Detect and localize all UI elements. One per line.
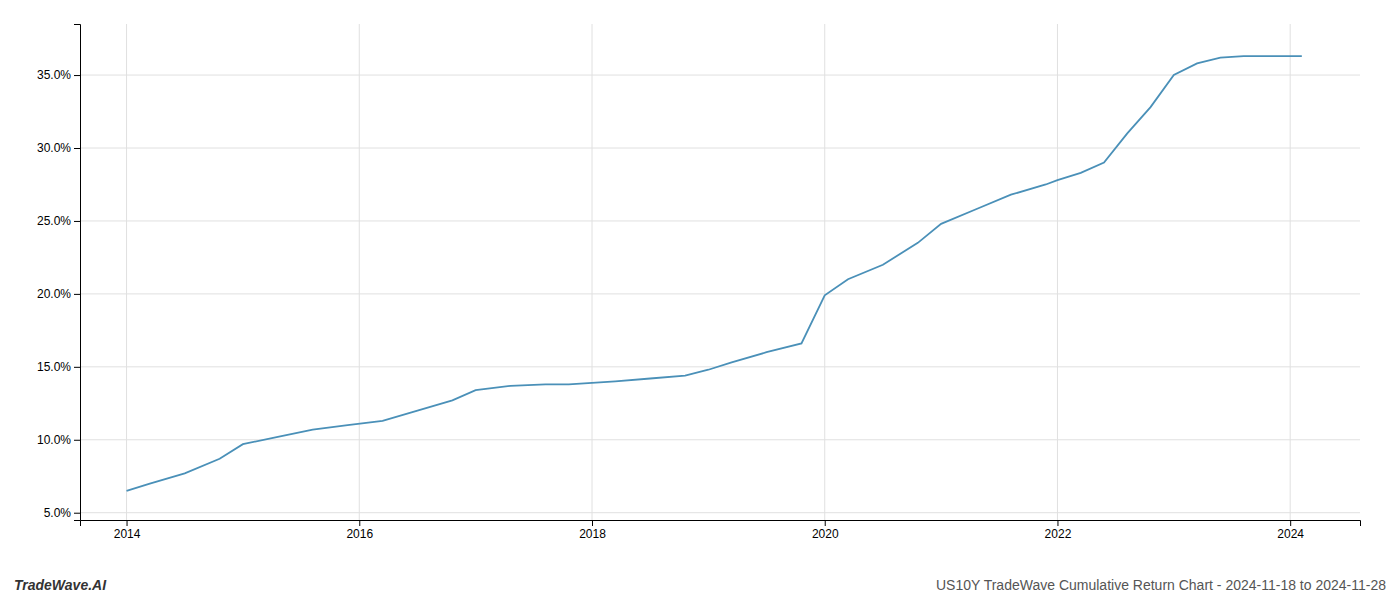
plot: 2014 2016 2018 2020 2022 2024 5.0% 10.0% 15.0% 20… <box>37 24 1361 541</box>
x-axis-tick: 2020 <box>812 520 839 541</box>
x-axis-line <box>81 521 1361 527</box>
x-axis-tick: 2014 <box>114 520 141 541</box>
x-axis-tick-mark <box>1290 520 1291 526</box>
grid-line-x <box>592 24 593 520</box>
y-axis-tick-mark <box>74 367 80 368</box>
y-axis-tick-label: 5.0% <box>44 506 72 520</box>
grid-line-x <box>1290 24 1291 520</box>
x-axis-tick-label: 2018 <box>579 527 606 541</box>
y-axis-tick: 35.0% <box>37 68 80 82</box>
y-axis: 5.0% 10.0% 15.0% 20.0% 25.0% 30.0% 35.0% <box>37 25 81 521</box>
y-axis-tick-label: 30.0% <box>37 141 71 155</box>
grid-line-y <box>80 512 1360 513</box>
x-axis-tick: 2018 <box>579 520 606 541</box>
title: US10Y TradeWave Cumulative Return Chart … <box>936 577 1386 593</box>
x-axis-tick: 2022 <box>1045 520 1072 541</box>
y-axis-tick: 25.0% <box>37 214 80 228</box>
x-axis-tick: 2016 <box>346 520 373 541</box>
y-axis-tick-label: 15.0% <box>37 360 71 374</box>
grid-line-y <box>80 75 1360 76</box>
marks <box>127 56 1302 491</box>
y-axis-tick: 20.0% <box>37 287 80 301</box>
y-axis-tick-mark <box>74 221 80 222</box>
grid-line-x <box>1057 24 1058 520</box>
x-axis-tick-mark <box>127 520 128 526</box>
y-axis-tick-label: 20.0% <box>37 287 71 301</box>
grid-line-x <box>126 24 127 520</box>
y-axis-tick-mark <box>74 440 80 441</box>
x-axis-tick-label: 2020 <box>812 527 839 541</box>
chart: 2014 2016 2018 2020 2022 2024 5.0% 10.0% 15.0% 20… <box>0 0 1400 600</box>
grid <box>80 24 1360 520</box>
y-axis-tick: 5.0% <box>44 506 80 520</box>
watermark: TradeWave.AI <box>14 577 107 593</box>
y-axis-tick-mark <box>74 75 80 76</box>
x-axis-tick-mark <box>592 520 593 526</box>
x-axis-tick-mark <box>1057 520 1058 526</box>
y-axis-tick-mark <box>74 294 80 295</box>
y-axis-line <box>74 25 81 521</box>
grid-line-x <box>824 24 825 520</box>
grid-line-y <box>80 293 1360 294</box>
y-axis-tick-mark <box>74 513 80 514</box>
y-axis-tick: 15.0% <box>37 360 80 374</box>
x-axis-tick: 2024 <box>1277 520 1304 541</box>
x-axis-tick-label: 2022 <box>1045 527 1072 541</box>
y-axis-tick-label: 25.0% <box>37 214 71 228</box>
y-axis-tick-mark <box>74 148 80 149</box>
y-axis-tick-label: 10.0% <box>37 433 71 447</box>
x-axis-tick-mark <box>825 520 826 526</box>
y-axis-tick-label: 35.0% <box>37 68 71 82</box>
x-axis: 2014 2016 2018 2020 2022 2024 <box>81 520 1361 541</box>
grid-line-y <box>80 148 1360 149</box>
x-axis-tick-label: 2014 <box>114 527 141 541</box>
y-axis-tick: 30.0% <box>37 141 80 155</box>
y-axis-tick: 10.0% <box>37 433 80 447</box>
x-axis-tick-mark <box>359 520 360 526</box>
grid-line-y <box>80 439 1360 440</box>
grid-line-x <box>359 24 360 520</box>
x-axis-tick-label: 2024 <box>1277 527 1304 541</box>
line <box>127 56 1302 491</box>
x-axis-tick-label: 2016 <box>346 527 373 541</box>
grid-line-y <box>80 220 1360 221</box>
